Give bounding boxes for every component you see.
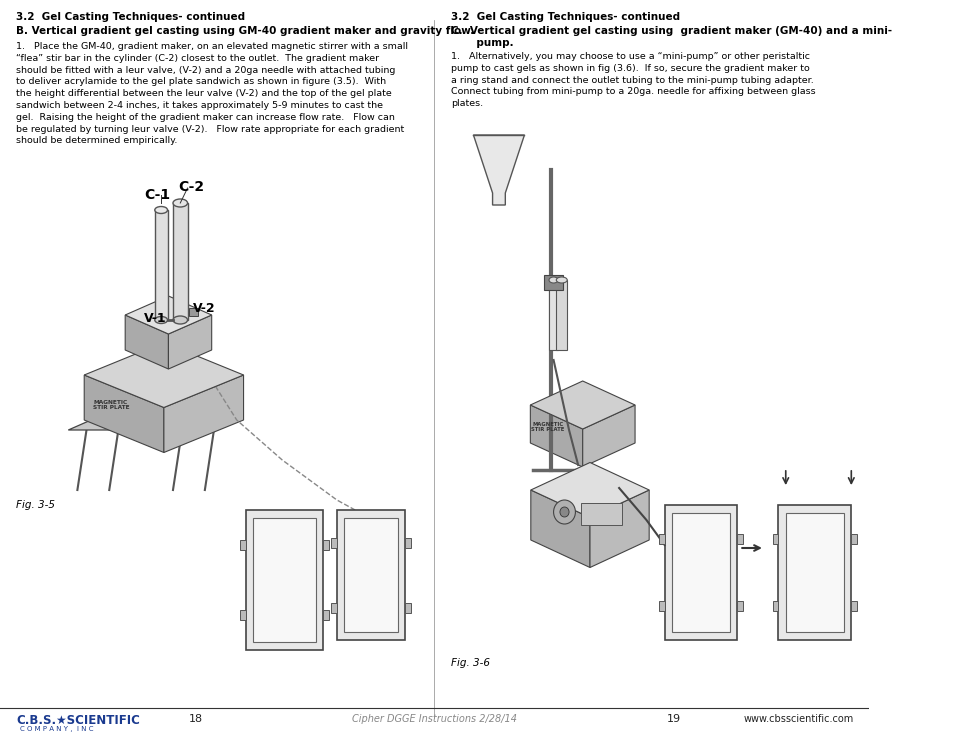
Polygon shape [154, 210, 168, 320]
Text: C.  Vertical gradient gel casting using  gradient maker (GM-40) and a mini-
    : C. Vertical gradient gel casting using g… [450, 26, 891, 47]
Bar [344, 518, 397, 632]
Bar [405, 537, 410, 548]
Bar [336, 510, 405, 640]
Bar [785, 513, 843, 632]
Text: C O M P A N Y ,  I N C: C O M P A N Y , I N C [20, 726, 93, 732]
Text: Cipher DGGE Instructions 2/28/14: Cipher DGGE Instructions 2/28/14 [352, 714, 517, 724]
Text: 1.   Alternatively, you may choose to use a “mini-pump” or other peristaltic
pum: 1. Alternatively, you may choose to use … [450, 52, 815, 108]
Ellipse shape [172, 199, 188, 207]
Text: V-2: V-2 [193, 302, 215, 314]
Polygon shape [589, 490, 648, 568]
Text: 3.2  Gel Casting Techniques- continued: 3.2 Gel Casting Techniques- continued [16, 12, 245, 22]
Text: C-1: C-1 [144, 188, 171, 202]
Bar [240, 540, 246, 550]
Text: Fig. 3-6: Fig. 3-6 [450, 658, 489, 668]
Text: 1.   Place the GM-40, gradient maker, on an elevated magnetic stirrer with a sma: 1. Place the GM-40, gradient maker, on a… [16, 42, 408, 145]
Polygon shape [530, 405, 582, 467]
Bar [548, 280, 558, 350]
Bar [331, 602, 336, 613]
Polygon shape [582, 405, 635, 467]
Ellipse shape [556, 277, 567, 283]
Polygon shape [530, 490, 589, 568]
Bar [778, 505, 850, 640]
Text: V-1: V-1 [144, 311, 167, 325]
Bar [659, 601, 664, 611]
Text: 19: 19 [666, 714, 680, 724]
Text: MAGNETIC
STIR PLATE: MAGNETIC STIR PLATE [531, 421, 564, 432]
Text: 3.2  Gel Casting Techniques- continued: 3.2 Gel Casting Techniques- continued [450, 12, 679, 22]
Polygon shape [530, 381, 635, 429]
Circle shape [553, 500, 575, 524]
Bar [405, 602, 410, 613]
Bar [544, 275, 562, 290]
Text: 18: 18 [189, 714, 203, 724]
Bar [850, 534, 856, 544]
Polygon shape [473, 135, 524, 205]
Bar [246, 510, 323, 650]
Ellipse shape [172, 316, 188, 324]
Polygon shape [530, 463, 648, 517]
Polygon shape [164, 375, 243, 452]
Polygon shape [69, 408, 241, 430]
Ellipse shape [548, 277, 558, 283]
Bar [850, 601, 856, 611]
Polygon shape [125, 315, 169, 369]
Bar [556, 280, 567, 350]
Bar [737, 601, 742, 611]
Text: www.cbsscientific.com: www.cbsscientific.com [743, 714, 853, 724]
Bar [671, 513, 729, 632]
Text: Fig. 3-5: Fig. 3-5 [16, 500, 55, 510]
Polygon shape [125, 296, 212, 334]
Polygon shape [169, 315, 212, 369]
Circle shape [559, 507, 568, 517]
Polygon shape [84, 375, 164, 452]
Bar [253, 518, 315, 642]
Polygon shape [84, 342, 243, 407]
Text: MAGNETIC
STIR PLATE: MAGNETIC STIR PLATE [92, 399, 130, 410]
Bar [664, 505, 737, 640]
Bar [737, 534, 742, 544]
Text: B. Vertical gradient gel casting using GM-40 gradient maker and gravity flow.: B. Vertical gradient gel casting using G… [16, 26, 475, 36]
Bar [240, 610, 246, 620]
Bar [190, 308, 198, 316]
Polygon shape [172, 203, 188, 320]
Ellipse shape [154, 207, 168, 213]
Text: C.B.S.★SCIENTIFIC: C.B.S.★SCIENTIFIC [16, 714, 140, 727]
Bar [659, 534, 664, 544]
Bar [323, 610, 329, 620]
Ellipse shape [154, 317, 168, 323]
Bar [772, 601, 778, 611]
Bar [323, 540, 329, 550]
Bar [331, 537, 336, 548]
Text: C-2: C-2 [178, 180, 204, 194]
Bar [580, 503, 621, 525]
Bar [772, 534, 778, 544]
